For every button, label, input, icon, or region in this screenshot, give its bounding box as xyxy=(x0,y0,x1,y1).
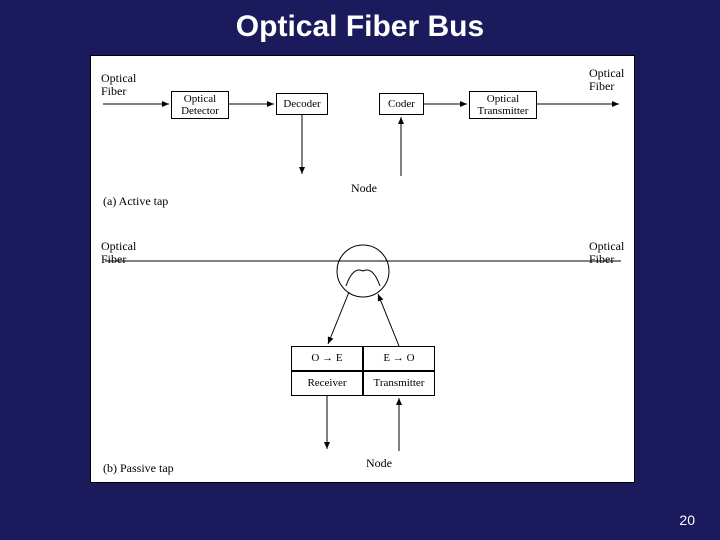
page-number: 20 xyxy=(679,512,695,528)
diagram-container: Optical Fiber Optical Fiber Node (a) Act… xyxy=(90,55,635,483)
page-title: Optical Fiber Bus xyxy=(0,0,720,44)
diagram-svg xyxy=(91,56,636,484)
